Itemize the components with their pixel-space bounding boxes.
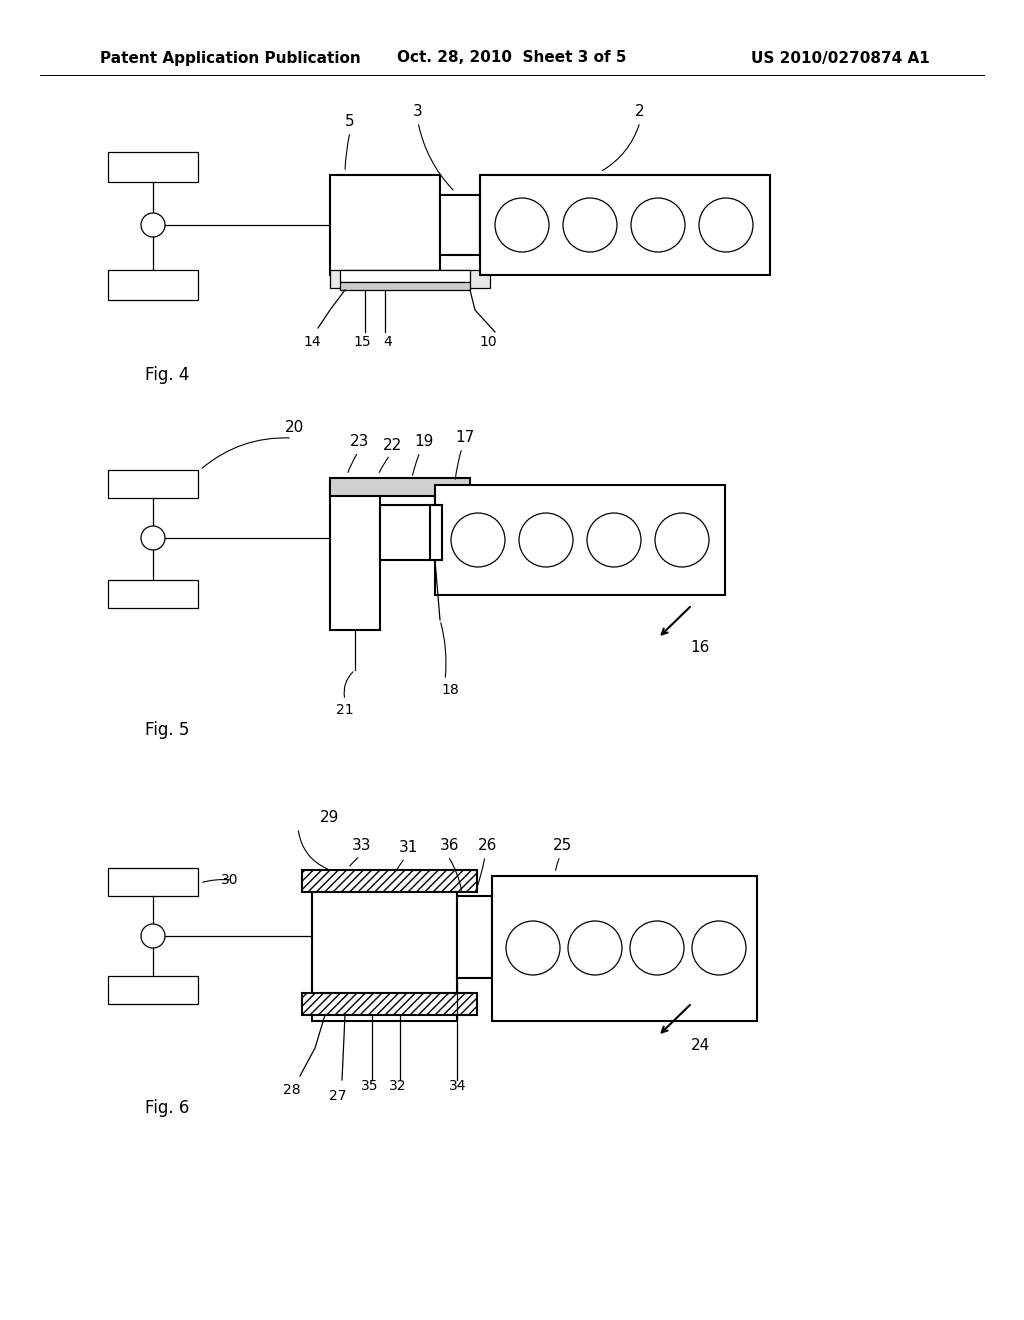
Text: 22: 22 bbox=[382, 437, 401, 453]
Bar bbox=[108, 470, 198, 498]
Circle shape bbox=[141, 213, 165, 238]
Text: 35: 35 bbox=[361, 1078, 379, 1093]
Bar bbox=[492, 876, 757, 1020]
Text: 17: 17 bbox=[456, 430, 475, 446]
Text: 34: 34 bbox=[450, 1078, 467, 1093]
Circle shape bbox=[506, 921, 560, 975]
Bar bbox=[108, 869, 198, 896]
Circle shape bbox=[141, 924, 165, 948]
Bar bbox=[312, 876, 457, 1020]
Circle shape bbox=[587, 513, 641, 568]
Text: 36: 36 bbox=[440, 838, 460, 854]
Bar bbox=[330, 271, 490, 288]
Text: 29: 29 bbox=[321, 810, 340, 825]
Circle shape bbox=[141, 525, 165, 550]
Text: 28: 28 bbox=[284, 1082, 301, 1097]
Circle shape bbox=[519, 513, 573, 568]
Text: Oct. 28, 2010  Sheet 3 of 5: Oct. 28, 2010 Sheet 3 of 5 bbox=[397, 50, 627, 66]
Bar bbox=[457, 896, 492, 978]
Text: US 2010/0270874 A1: US 2010/0270874 A1 bbox=[752, 50, 930, 66]
Circle shape bbox=[495, 198, 549, 252]
Bar bbox=[435, 484, 725, 595]
Text: 18: 18 bbox=[441, 682, 459, 697]
Text: 31: 31 bbox=[398, 841, 418, 855]
Circle shape bbox=[699, 198, 753, 252]
Text: 15: 15 bbox=[353, 335, 371, 348]
Text: 20: 20 bbox=[286, 421, 304, 436]
Bar bbox=[108, 579, 198, 609]
Text: 26: 26 bbox=[478, 838, 498, 854]
Circle shape bbox=[655, 513, 709, 568]
Text: 14: 14 bbox=[303, 335, 321, 348]
Circle shape bbox=[630, 921, 684, 975]
Bar bbox=[380, 506, 435, 560]
Bar bbox=[340, 271, 470, 282]
Text: 25: 25 bbox=[552, 838, 571, 854]
Text: 10: 10 bbox=[479, 335, 497, 348]
Bar bbox=[108, 152, 198, 182]
Bar bbox=[302, 870, 477, 892]
Bar bbox=[302, 993, 477, 1015]
Bar bbox=[108, 271, 198, 300]
Bar bbox=[440, 195, 480, 255]
Text: 30: 30 bbox=[221, 873, 239, 887]
Circle shape bbox=[631, 198, 685, 252]
Text: 16: 16 bbox=[690, 640, 710, 656]
Circle shape bbox=[568, 921, 622, 975]
Circle shape bbox=[692, 921, 746, 975]
Bar bbox=[330, 176, 440, 275]
Text: 24: 24 bbox=[690, 1039, 710, 1053]
Text: 32: 32 bbox=[389, 1078, 407, 1093]
Text: 19: 19 bbox=[415, 434, 434, 450]
Text: 33: 33 bbox=[352, 838, 372, 854]
Text: 4: 4 bbox=[384, 335, 392, 348]
Circle shape bbox=[563, 198, 617, 252]
Bar bbox=[108, 975, 198, 1005]
Text: 2: 2 bbox=[635, 104, 645, 120]
Bar bbox=[330, 478, 470, 496]
Bar bbox=[340, 282, 470, 290]
Text: 21: 21 bbox=[336, 704, 354, 717]
Text: 27: 27 bbox=[330, 1089, 347, 1104]
Circle shape bbox=[451, 513, 505, 568]
Bar bbox=[430, 506, 442, 560]
Text: Patent Application Publication: Patent Application Publication bbox=[100, 50, 360, 66]
Bar bbox=[480, 176, 770, 275]
Bar bbox=[330, 484, 380, 630]
Text: 23: 23 bbox=[350, 434, 370, 450]
Text: 3: 3 bbox=[413, 104, 423, 120]
Text: Fig. 5: Fig. 5 bbox=[145, 721, 189, 739]
Text: Fig. 4: Fig. 4 bbox=[145, 366, 189, 384]
Text: 5: 5 bbox=[345, 115, 354, 129]
Text: Fig. 6: Fig. 6 bbox=[145, 1100, 189, 1117]
